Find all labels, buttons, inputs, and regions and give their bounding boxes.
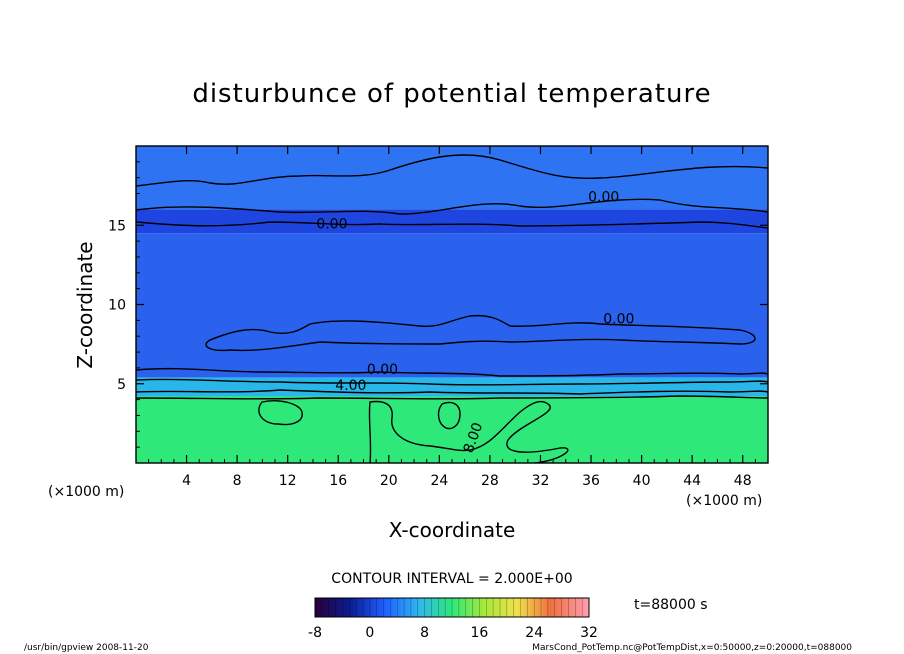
region-lower [136,396,768,463]
contour-4 [136,389,768,395]
colorbar-ticks: -8 0 8 16 24 32 [308,598,598,641]
x-axis: 4 8 12 16 20 24 28 32 36 40 44 48 [148,146,756,489]
x-unit-left: (×1000 m) [48,484,124,500]
contour-8-blob-left [258,400,303,426]
y-tick-label: 15 [108,218,126,234]
x-axis-label: X-coordinate [389,518,516,542]
x-tick-label: 44 [683,473,701,489]
footer-left: /usr/bin/gpview 2008-11-20 [24,643,149,653]
x-tick-label: 36 [582,473,600,489]
x-tick-label: 16 [329,473,347,489]
y-axis-label: Z-coordinate [73,241,97,368]
y-axis: 5 10 15 [108,161,768,448]
contour-mid-cloud-left [205,314,756,352]
colorbar-tick-label: 0 [365,625,374,641]
x-tick-label: 12 [279,473,297,489]
contour-upper-band-bottom [136,221,768,229]
time-label: t=88000 s [634,597,708,613]
region-upper-dark [136,209,768,234]
contour-label: 0.00 [316,216,347,232]
footer-right: MarsCond_PotTemp.nc@PotTempDist,x=0:5000… [532,643,852,653]
y-tick-label: 10 [108,298,126,314]
colorbar-bar [314,597,590,618]
contour-8-blob-mid [437,401,461,430]
contour-label: 0.00 [588,189,619,205]
contour-6 [136,395,768,400]
x-tick-label: 40 [633,473,651,489]
colorbar-tick-label: 16 [470,625,488,641]
region-upper [136,146,768,210]
colorbar: -8 0 8 16 24 32 [308,597,598,641]
contour-labels: 0.000.000.000.004.008.00 [316,189,634,455]
contour-label: 0.00 [367,362,398,378]
contour-lines [136,154,768,463]
x-tick-label: 28 [481,473,499,489]
x-tick-label: 20 [380,473,398,489]
heatmap-field [136,146,768,463]
contour-8-column [368,400,569,463]
x-tick-label: 4 [182,473,191,489]
colorbar-tick-label: 32 [580,625,598,641]
contour-upper [136,154,768,187]
x-tick-label: 24 [430,473,448,489]
y-tick-label: 5 [117,377,126,393]
colorbar-tick-label: 24 [525,625,543,641]
contour-zero-low [136,367,768,377]
x-tick-label: 8 [233,473,242,489]
contour-2 [136,378,768,386]
region-transition [136,377,768,397]
chart-title: disturbunce of potential temperature [192,79,711,109]
colorbar-tick-label: 8 [420,625,429,641]
contour-interval: CONTOUR INTERVAL = 2.000E+00 [331,571,572,587]
colorbar-tick-label: -8 [308,625,322,641]
contour-label: 4.00 [335,378,366,394]
contour-label: 0.00 [603,312,634,328]
x-tick-label: 32 [532,473,550,489]
contour-upper-band-top [136,198,768,215]
x-tick-label: 48 [734,473,752,489]
x-unit-right: (×1000 m) [686,493,762,509]
region-middle [136,233,768,378]
